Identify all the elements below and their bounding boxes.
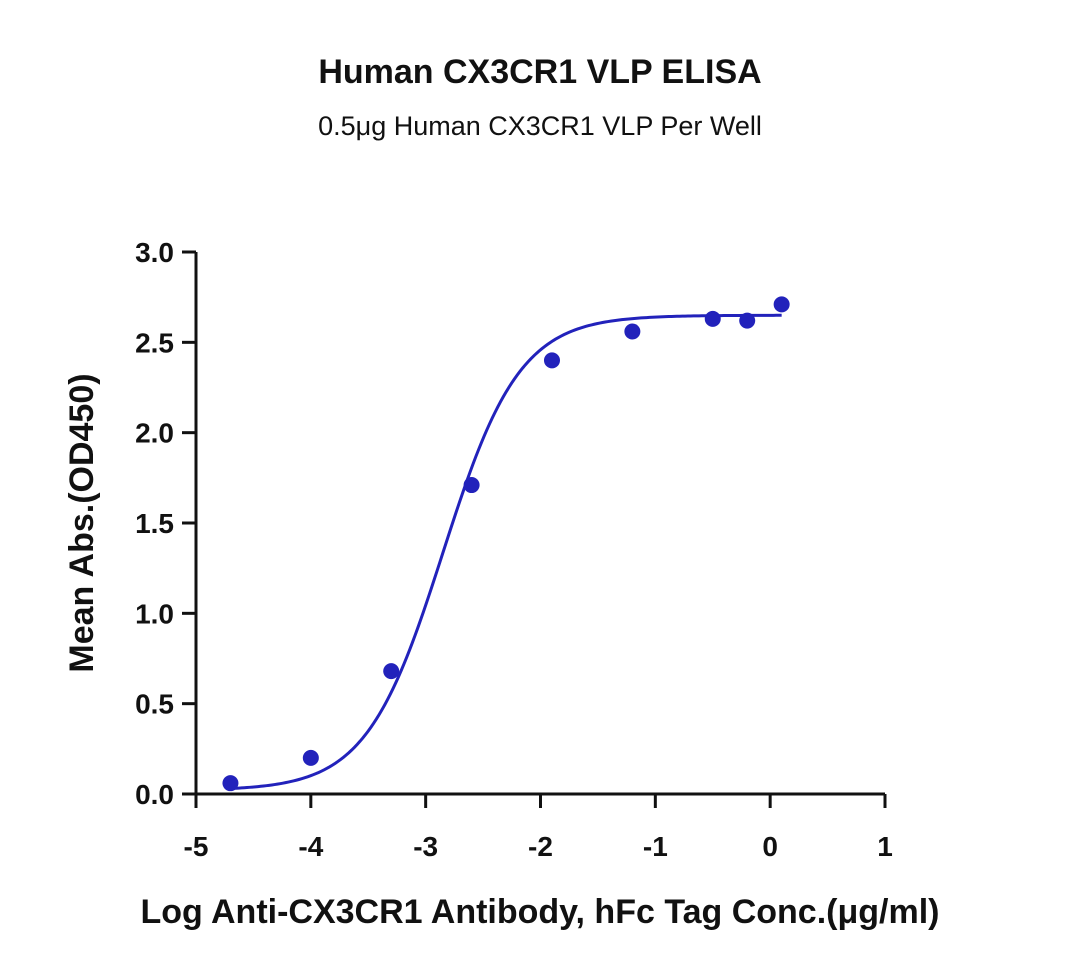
- y-tick-label: 0.0: [135, 779, 174, 810]
- data-point: [463, 477, 480, 494]
- y-tick-label: 1.0: [135, 598, 174, 629]
- x-axis: -5 -4 -3 -2 -1 0 1: [184, 792, 893, 862]
- y-tick-label: 3.0: [135, 237, 174, 268]
- x-tick-label: -4: [298, 831, 323, 862]
- x-tick-label: -2: [528, 831, 553, 862]
- x-tick-label: -1: [643, 831, 668, 862]
- x-tick-label: -3: [413, 831, 438, 862]
- data-point: [773, 296, 790, 313]
- data-point: [302, 749, 319, 766]
- chart-subtitle: 0.5μg Human CX3CR1 VLP Per Well: [318, 111, 762, 141]
- x-tick-label: -5: [184, 831, 209, 862]
- data-point: [222, 775, 239, 792]
- data-points: [222, 296, 790, 792]
- data-point: [543, 352, 560, 369]
- chart-title: Human CX3CR1 VLP ELISA: [318, 53, 761, 91]
- x-axis-label: Log Anti-CX3CR1 Antibody, hFc Tag Conc.(…: [141, 893, 940, 931]
- data-point: [704, 310, 721, 327]
- data-point: [383, 663, 400, 680]
- x-tick-label: 1: [877, 831, 893, 862]
- y-tick-label: 2.0: [135, 418, 174, 449]
- data-point: [624, 323, 641, 340]
- x-tick-label: 0: [762, 831, 778, 862]
- y-axis-label: Mean Abs.(OD450): [63, 373, 101, 672]
- y-tick-label: 0.5: [135, 689, 174, 720]
- fit-curve: [230, 313, 782, 791]
- y-tick-label: 1.5: [135, 508, 174, 539]
- y-axis: 0.0 0.5 1.0 1.5 2.0 2.5 3.0: [135, 237, 198, 810]
- y-tick-label: 2.5: [135, 327, 174, 358]
- data-point: [739, 312, 756, 329]
